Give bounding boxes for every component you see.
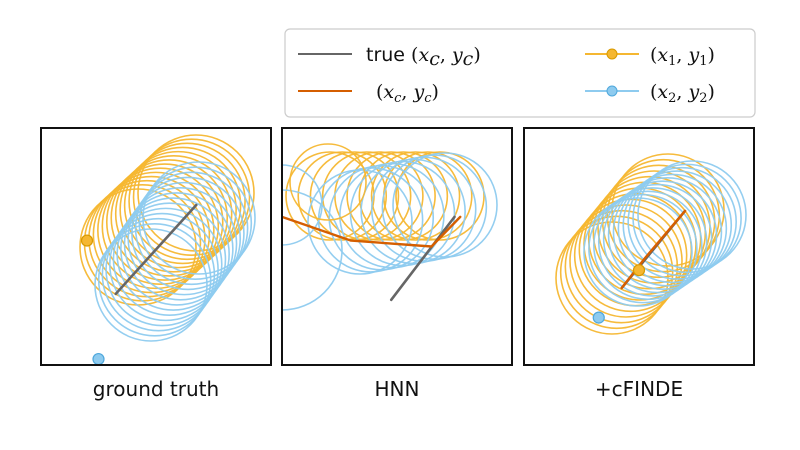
pred-path-line: [620, 209, 687, 290]
body1-orbit-ring: [573, 198, 688, 313]
body1-orbit-ring: [334, 151, 424, 241]
legend-pred-label: (xc, yc): [376, 81, 439, 106]
body1-orbit-ring: [370, 151, 461, 241]
body2-start-marker: [92, 352, 105, 365]
legend-true-label: true (xc, yc): [366, 44, 481, 70]
true-path-line: [114, 203, 198, 296]
panel-hnn: HNN: [281, 127, 513, 401]
panel-ground-truth-caption: ground truth: [93, 377, 219, 401]
legend-true-prefix: true: [366, 44, 411, 66]
legend-frame: [284, 28, 756, 118]
body1-orbit-ring: [119, 150, 237, 269]
body1-start-marker: [80, 234, 94, 247]
panel-hnn-caption: HNN: [375, 377, 420, 401]
body2-orbit-ring: [123, 186, 238, 301]
panel-ground-truth-plot: [79, 134, 256, 365]
body2-orbit-ring: [597, 187, 708, 297]
body2-orbit-ring: [105, 212, 219, 327]
pred-path-line: [282, 215, 462, 248]
body1-orbit-ring: [321, 151, 412, 241]
body1-start-marker: [632, 264, 646, 277]
body2-orbit-ring: [607, 180, 718, 290]
body2-orbit-ring: [120, 192, 234, 306]
body1-orbit-ring: [123, 146, 242, 265]
body2-orbit-ring: [632, 163, 742, 274]
body2-orbit-ring: [94, 228, 208, 342]
body2-start-marker: [592, 311, 605, 324]
body2-orbit-ring: [138, 166, 253, 280]
body1-orbit-ring: [346, 151, 436, 241]
body1-orbit-ring: [297, 151, 388, 241]
body1-orbit-ring: [105, 163, 224, 281]
panel-ground-truth-frame: [40, 127, 272, 366]
body1-orbit-ring: [289, 143, 367, 221]
body2-orbit-ring: [593, 190, 703, 301]
legend-body1-marker: [606, 48, 618, 60]
body1-orbit-ring: [569, 204, 683, 318]
body1-orbit-ring: [110, 159, 229, 277]
body2-orbit-ring: [97, 223, 212, 337]
body2-orbit-ring: [617, 173, 728, 284]
body2-orbit-ring: [134, 171, 249, 286]
body2-orbit-ring: [392, 152, 498, 258]
body1-orbit-ring: [132, 138, 251, 256]
panel-ground-truth: ground truth: [40, 127, 272, 401]
body2-orbit-ring: [108, 207, 223, 322]
true-path-line: [389, 215, 456, 302]
body2-orbit-ring: [116, 197, 230, 311]
body2-orbit-ring: [602, 183, 713, 294]
body2-orbit-ring: [381, 154, 488, 260]
panel-hnn-plot: [282, 143, 498, 311]
legend-body2-marker: [606, 85, 618, 97]
body1-orbit-ring: [97, 171, 215, 290]
panel-cfinde: +cFINDE: [523, 127, 755, 401]
panel-cfinde-frame: [523, 127, 755, 366]
body2-orbit-ring: [282, 189, 343, 311]
body1-orbit-ring: [114, 154, 233, 273]
body2-orbit-ring: [101, 217, 216, 332]
body1-orbit-ring: [395, 151, 485, 241]
body2-orbit-ring: [142, 161, 256, 275]
legend: true (xc, yc) (xc, yc) (x1, y1) (x2, y2): [284, 28, 756, 118]
body2-orbit-ring: [637, 160, 747, 270]
body2-orbit-ring: [360, 158, 466, 265]
body2-orbit-ring: [627, 166, 737, 277]
body1-orbit-ring: [559, 215, 674, 330]
body2-orbit-ring: [127, 181, 242, 296]
body2-orbit-ring: [588, 193, 698, 304]
legend-body1-label: (x1, y1): [650, 44, 715, 69]
panel-cfinde-caption: +cFINDE: [595, 377, 683, 401]
panel-hnn-frame: [281, 127, 513, 366]
body2-orbit-ring: [112, 202, 227, 317]
body1-orbit-ring: [101, 167, 220, 286]
body2-orbit-ring: [612, 177, 723, 287]
panel-cfinde-plot: [555, 153, 747, 335]
body1-orbit-ring: [128, 142, 246, 261]
legend-body2-label: (x2, y2): [650, 81, 715, 106]
body2-orbit-ring: [131, 176, 245, 291]
body2-orbit-ring: [583, 197, 693, 307]
body2-orbit-ring: [622, 170, 733, 280]
body1-orbit-ring: [358, 151, 449, 241]
body1-orbit-ring: [92, 175, 211, 294]
